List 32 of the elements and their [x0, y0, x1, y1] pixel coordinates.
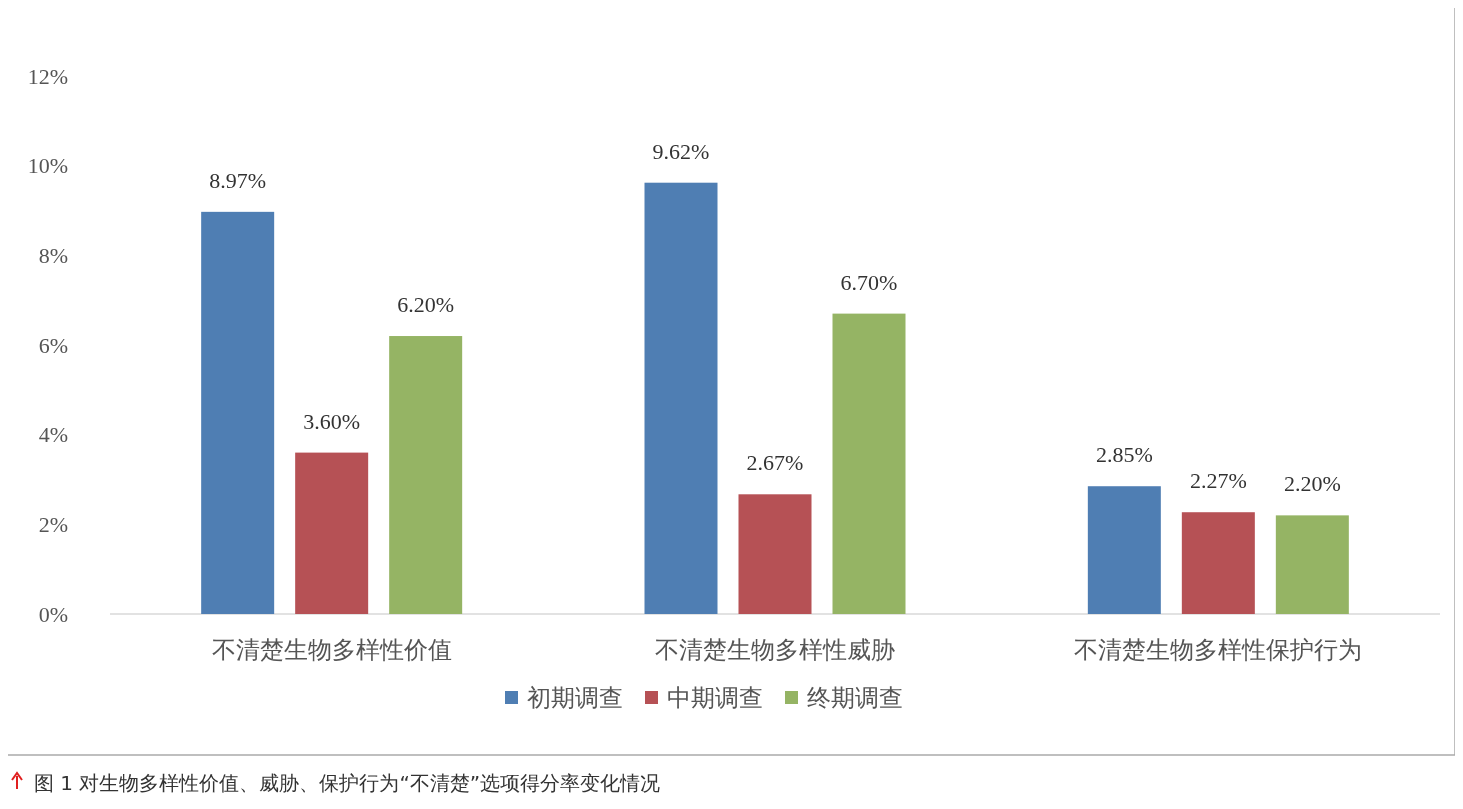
data-label: 2.27%	[1189, 468, 1247, 494]
legend-label: 初期调查	[527, 685, 623, 712]
bar	[738, 494, 812, 614]
data-label: 2.85%	[1095, 442, 1153, 468]
bar	[389, 336, 463, 614]
y-tick-label: 6%	[38, 332, 68, 358]
legend-label: 终期调查	[807, 685, 903, 712]
bar	[832, 313, 906, 614]
y-tick-label: 10%	[27, 153, 68, 179]
y-tick-label: 0%	[38, 601, 68, 627]
bar	[1275, 515, 1349, 614]
x-tick-label: 不清楚生物多样性保护行为	[1074, 637, 1363, 663]
y-tick-label: 4%	[38, 422, 68, 448]
x-tick-label: 不清楚生物多样性威胁	[655, 637, 895, 663]
bar	[1087, 486, 1161, 614]
data-label: 3.60%	[303, 408, 361, 434]
data-label: 2.67%	[746, 450, 804, 476]
data-label: 8.97%	[209, 167, 267, 193]
y-tick-label: 12%	[27, 63, 68, 89]
bar	[644, 182, 718, 614]
bar	[201, 211, 275, 614]
caption: 图 1 对生物多样性价值、威胁、保护行为“不清楚”选项得分率变化情况	[34, 771, 661, 795]
legend-label: 中期调查	[667, 685, 763, 712]
y-tick-label: 2%	[38, 512, 68, 538]
y-tick-label: 8%	[38, 243, 68, 269]
data-label: 9.62%	[652, 138, 710, 164]
data-label: 2.20%	[1283, 471, 1341, 497]
bar	[295, 452, 369, 614]
data-label: 6.70%	[840, 269, 898, 295]
data-label: 6.20%	[397, 292, 455, 318]
x-tick-label: 不清楚生物多样性价值	[211, 637, 452, 663]
bar	[1181, 512, 1255, 614]
